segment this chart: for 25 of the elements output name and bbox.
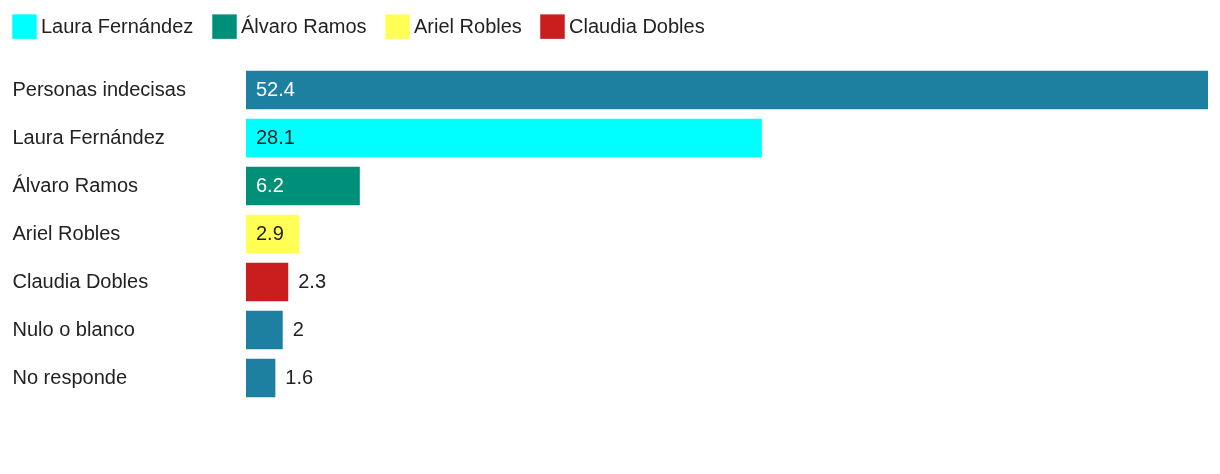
y-tick-label: Ariel Robles xyxy=(12,222,121,244)
data-label: 28.1 xyxy=(256,126,295,148)
data-label: 2 xyxy=(292,318,304,340)
y-tick-label: Álvaro Ramos xyxy=(12,174,139,196)
bar xyxy=(246,262,289,302)
bar xyxy=(246,118,762,158)
legend-label: Álvaro Ramos xyxy=(241,14,367,37)
bar xyxy=(246,70,1208,110)
data-label: 2.9 xyxy=(256,222,284,244)
data-label: 6.2 xyxy=(256,174,284,196)
legend-label: Laura Fernández xyxy=(41,14,194,37)
data-label: 2.3 xyxy=(298,270,327,292)
y-tick-label: Nulo o blanco xyxy=(12,318,135,340)
data-label: 52.4 xyxy=(256,78,295,100)
bar xyxy=(246,214,300,254)
bar xyxy=(246,310,283,350)
y-tick-label: Personas indecisas xyxy=(12,78,186,100)
bar xyxy=(246,166,360,206)
bar xyxy=(246,358,276,398)
data-label: 1.6 xyxy=(285,366,314,388)
y-tick-label: No responde xyxy=(12,366,128,388)
y-tick-label: Laura Fernández xyxy=(12,126,165,148)
legend-label: Ariel Robles xyxy=(414,14,522,37)
legend-label: Claudia Dobles xyxy=(569,14,705,37)
y-tick-label: Claudia Dobles xyxy=(12,270,149,292)
